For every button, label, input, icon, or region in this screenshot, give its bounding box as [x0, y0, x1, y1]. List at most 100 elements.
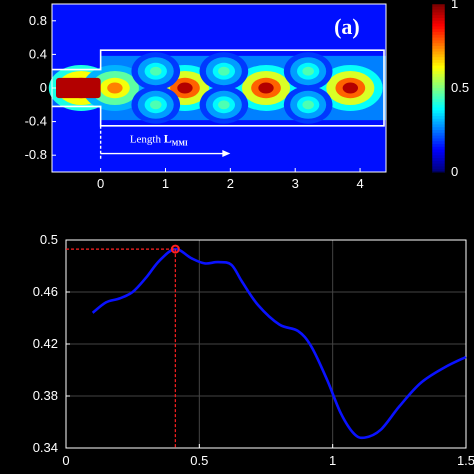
colorbar-segment [432, 54, 445, 58]
colorbar-segment [432, 135, 445, 139]
colorbar-segment [432, 99, 445, 103]
colorbar-segment [432, 26, 445, 30]
colorbar-frame [431, 3, 446, 173]
line-chart-x-tick-label: 1.5 [457, 453, 474, 468]
colorbar-segment [432, 166, 445, 170]
line-chart-x-tick-label: 1 [329, 453, 336, 468]
colorbar-segment [432, 132, 445, 137]
colorbar-segment [432, 141, 445, 145]
colorbar-segment [432, 96, 445, 100]
heatmap-y-tick-label: 0.4 [29, 46, 47, 61]
heatmap-x-tick-label: 1 [162, 176, 169, 191]
heatmap-axes: 0 1 2 3 4 0.8 0.4 0 -0.4 -0.8 [25, 3, 387, 191]
colorbar-segment [432, 138, 445, 142]
colorbar-segment [432, 76, 445, 81]
hotspot-peak [107, 82, 123, 94]
waveguide-outline-path [52, 49, 385, 127]
line-chart-y-tick-label: 0.38 [33, 388, 58, 403]
line-chart-x-tick-label: 0.5 [190, 453, 208, 468]
colorbar-segment [432, 29, 445, 33]
colorbar-segment [432, 23, 445, 27]
colorbar-segment [432, 104, 445, 109]
line-chart-x-tick-label: 0 [62, 453, 69, 468]
length-arrowhead [222, 150, 231, 158]
hotspot-peak [177, 82, 193, 94]
colorbar-segment [432, 169, 445, 173]
heatmap-x-tick-label: 0 [97, 176, 104, 191]
colorbar-segment [432, 9, 445, 13]
colorbar-segment [432, 163, 445, 167]
colorbar-segment [432, 65, 445, 69]
colorbar-tick-label: 0.5 [451, 80, 469, 95]
hotspot-peak [302, 100, 314, 110]
colorbar-segment [432, 12, 445, 16]
hotspot-peak [302, 66, 314, 76]
line-chart-marks [66, 244, 467, 448]
colorbar-segment [432, 149, 445, 153]
colorbar: 00.51 [431, 0, 469, 179]
colorbar-segment [432, 144, 445, 148]
colorbar-segment [432, 71, 445, 75]
heatmap-y-tick-label: 0.8 [29, 13, 47, 28]
colorbar-segment [432, 32, 445, 36]
line-chart-y-tick-label: 0.46 [33, 284, 58, 299]
length-label-subscript: MMI [172, 140, 188, 148]
line-chart-y-tick-label: 0.34 [33, 440, 58, 455]
line-chart-y-tick-label: 0.42 [33, 336, 58, 351]
waveguide-outline [52, 49, 385, 127]
hotspot-peak [218, 100, 230, 110]
colorbar-segment [432, 60, 445, 64]
line-chart-grid [65, 239, 467, 449]
colorbar-segment [432, 4, 445, 8]
heatmap-x-tick-label: 2 [227, 176, 234, 191]
colorbar-segment [432, 62, 445, 67]
colorbar-segment [432, 46, 445, 50]
colorbar-segment [432, 107, 445, 111]
colorbar-segment [432, 43, 445, 47]
colorbar-segment [432, 158, 445, 162]
input-beam [56, 77, 101, 99]
hotspot-peak [150, 66, 162, 76]
colorbar-segment [432, 155, 445, 159]
colorbar-segment [432, 37, 445, 41]
panel-label: (a) [334, 14, 360, 39]
colorbar-segment [432, 18, 445, 22]
hotspot-peak [258, 82, 274, 94]
colorbar-segment [432, 6, 445, 11]
line-chart-axes: 0 0.5 1 1.5 0.34 0.38 0.42 0.46 0.5 [33, 232, 474, 468]
hotspot-peak [218, 66, 230, 76]
colorbar-segment [432, 152, 445, 156]
heatmap-panel: Length LMMI (a) 0 1 2 3 40.80.40-0.4-0.8 00.… [25, 0, 469, 191]
colorbar-segment [432, 116, 445, 120]
heatmap-y-tick-label: -0.8 [25, 147, 47, 162]
colorbar-tick-label: 0 [451, 164, 458, 179]
colorbar-segment [432, 127, 445, 131]
colorbar-segment [432, 57, 445, 61]
colorbar-segment [432, 48, 445, 53]
length-label: Length LMMI [130, 132, 188, 148]
colorbar-segment [432, 85, 445, 89]
colorbar-segment [432, 82, 445, 86]
length-label-text: Length [130, 134, 164, 146]
colorbar-segment [432, 113, 445, 117]
colorbar-segment [432, 118, 445, 123]
colorbar-segment [432, 74, 445, 78]
colorbar-tick-label: 1 [451, 0, 458, 11]
length-annotation: Length LMMI [99, 125, 231, 160]
heatmap-field [48, 4, 386, 172]
colorbar-segment [432, 15, 445, 19]
colorbar-segment [432, 79, 445, 83]
colorbar-segment [432, 40, 445, 44]
length-label-symbol: L [164, 132, 172, 146]
colorbar-segment [432, 51, 445, 55]
colorbar-segment [432, 121, 445, 125]
optimum-point-marker [170, 244, 180, 254]
colorbar-segment [432, 68, 445, 72]
colorbar-segment [432, 146, 445, 151]
colorbar-segment [432, 130, 445, 134]
colorbar-segment [432, 34, 445, 39]
data-series-line [91, 247, 467, 440]
colorbar-segment [432, 90, 445, 95]
line-chart-y-tick-label: 0.5 [40, 232, 58, 247]
